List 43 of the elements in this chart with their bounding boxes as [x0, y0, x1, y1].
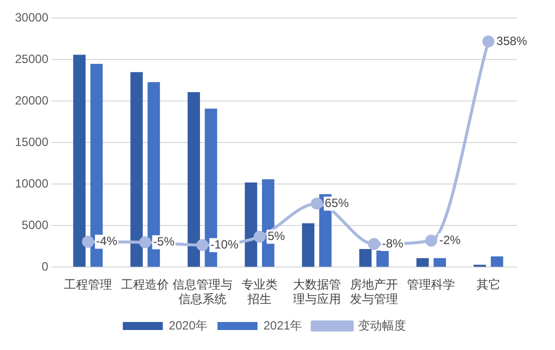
- bar: [130, 72, 143, 267]
- y-tick-label: 0: [42, 260, 49, 274]
- bar: [434, 258, 446, 267]
- data-label: -10%: [210, 237, 239, 252]
- data-label: 358%: [496, 34, 528, 48]
- x-tick-label: 房地产开发与管理: [350, 278, 398, 306]
- legend-label: 2021年: [264, 318, 302, 332]
- data-label: 5%: [268, 229, 286, 244]
- x-tick-label: 专业类招生: [242, 278, 278, 306]
- data-label: -4%: [96, 234, 118, 248]
- point: [482, 35, 494, 48]
- x-tick-label: 工程管理: [64, 278, 112, 292]
- x-tick-label: 大数据管理与应用: [292, 278, 341, 306]
- bar: [244, 182, 258, 267]
- y-tick-label: 20000: [14, 94, 49, 108]
- x-tick-label: 管理科学: [407, 278, 456, 292]
- x-tick-label: 其它: [476, 278, 500, 292]
- data-label: 65%: [324, 196, 350, 210]
- data-label: -2%: [439, 232, 461, 247]
- x-tick-label: 信息管理与信息系统: [172, 278, 232, 306]
- point: [368, 238, 380, 250]
- bar: [416, 258, 429, 267]
- y-tick-label: 10000: [14, 176, 49, 191]
- bar: [73, 54, 86, 267]
- data-label: -5%: [153, 234, 175, 249]
- bar: [490, 256, 504, 267]
- point: [82, 236, 94, 248]
- legend-label: 2020年: [168, 318, 208, 332]
- bar: [302, 223, 314, 267]
- point: [425, 234, 438, 247]
- x-tick-label: 工程造价: [121, 278, 170, 292]
- y-tick-label: 5000: [22, 218, 49, 232]
- point: [196, 239, 208, 252]
- point: [139, 236, 152, 248]
- bar: [359, 248, 372, 267]
- point: [310, 198, 323, 210]
- y-tick-label: 25000: [14, 52, 49, 66]
- point: [254, 230, 266, 243]
- data-label: -8%: [382, 236, 404, 250]
- legend-label: 变动幅度: [358, 318, 406, 332]
- y-tick-label: 30000: [14, 10, 49, 25]
- y-tick-label: 15000: [14, 135, 49, 150]
- bar: [188, 92, 200, 267]
